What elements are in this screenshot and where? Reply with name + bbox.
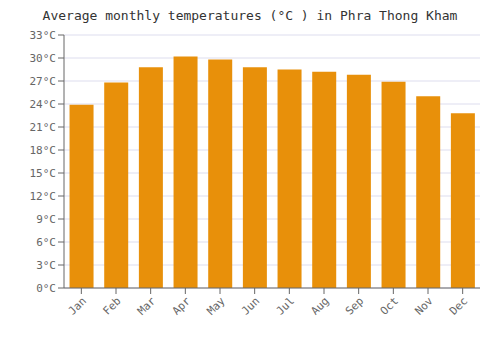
svg-text:30°C: 30°C [30, 52, 57, 65]
svg-text:Oct: Oct [378, 294, 401, 317]
svg-text:Dec: Dec [447, 294, 470, 317]
svg-text:0°C: 0°C [36, 282, 56, 295]
svg-text:Jun: Jun [239, 294, 262, 317]
svg-text:33°C: 33°C [30, 29, 57, 42]
svg-text:24°C: 24°C [30, 98, 57, 111]
svg-text:6°C: 6°C [36, 236, 56, 249]
svg-text:Mar: Mar [135, 294, 159, 318]
svg-text:27°C: 27°C [30, 75, 57, 88]
svg-text:18°C: 18°C [30, 144, 57, 157]
svg-text:May: May [204, 294, 228, 318]
svg-text:Nov: Nov [412, 294, 436, 318]
svg-text:Sep: Sep [343, 294, 366, 317]
svg-text:Aug: Aug [308, 294, 331, 317]
svg-text:21°C: 21°C [30, 121, 57, 134]
svg-text:Jul: Jul [274, 294, 297, 317]
svg-text:Feb: Feb [100, 294, 123, 317]
svg-text:Jan: Jan [66, 294, 89, 317]
svg-text:12°C: 12°C [30, 190, 57, 203]
html-text:Average monthly temperatures (: Average monthly temperatures (°C ) in Ph… [42, 8, 458, 23]
svg-text:9°C: 9°C [36, 213, 56, 226]
svg-text:Apr: Apr [170, 294, 194, 318]
svg-text:3°C: 3°C [36, 259, 56, 272]
svg-text:15°C: 15°C [30, 167, 57, 180]
